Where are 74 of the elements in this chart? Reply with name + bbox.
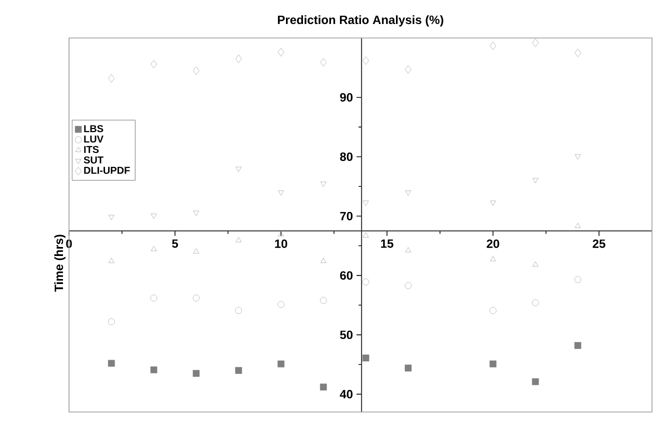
point	[108, 360, 115, 367]
point	[150, 294, 158, 302]
point	[574, 48, 581, 58]
point	[235, 307, 242, 314]
point	[108, 318, 115, 326]
point	[490, 360, 496, 368]
point	[404, 364, 412, 372]
point	[490, 256, 496, 262]
point	[532, 38, 539, 47]
point	[278, 190, 284, 196]
point	[150, 214, 157, 219]
legend-label: SUT	[84, 156, 104, 164]
x-tick-label: 25	[592, 239, 606, 248]
y-tick-label: 80	[340, 152, 353, 161]
y-tick-label: 70	[340, 212, 353, 220]
point	[150, 366, 158, 374]
point	[278, 301, 284, 308]
point	[362, 56, 369, 65]
point	[532, 261, 538, 267]
point	[108, 258, 114, 264]
y-axis-title: Time (hrs)	[54, 234, 66, 292]
y-tick-label: 40	[340, 390, 353, 398]
point	[362, 354, 370, 362]
y-tick-label: 60	[340, 271, 353, 280]
point	[235, 54, 242, 63]
point	[362, 200, 369, 206]
point	[404, 282, 412, 289]
point	[150, 246, 157, 252]
point	[362, 278, 370, 286]
point	[192, 294, 200, 302]
point	[192, 370, 200, 377]
point	[193, 66, 200, 75]
point	[320, 182, 326, 187]
legend-label: ITS	[84, 146, 99, 154]
point	[490, 200, 496, 206]
x-tick-label: 0	[66, 239, 72, 248]
point	[320, 296, 327, 304]
point	[278, 231, 284, 236]
y-tick-label: 50	[340, 330, 353, 340]
point	[574, 154, 581, 160]
point	[278, 48, 284, 56]
y-tick-label: 90	[340, 93, 353, 102]
point	[236, 166, 242, 172]
x-tick-label: 10	[275, 239, 288, 248]
point	[490, 42, 496, 50]
point	[320, 384, 327, 390]
point	[193, 210, 200, 216]
legend-label: DLI-UPDF	[84, 166, 130, 174]
legend-label: LBS	[84, 125, 104, 132]
point	[235, 367, 242, 374]
point	[405, 65, 412, 74]
point	[405, 190, 412, 196]
point	[193, 248, 200, 254]
point	[532, 299, 539, 306]
point	[405, 247, 412, 252]
x-tick-label: 5	[172, 239, 178, 248]
point	[278, 360, 284, 368]
point	[574, 222, 581, 228]
x-tick-label: 20	[486, 239, 500, 248]
point	[490, 307, 496, 314]
point	[320, 58, 327, 67]
point	[574, 342, 582, 349]
point	[574, 276, 582, 284]
x-tick-label: 15	[381, 239, 394, 248]
point	[532, 378, 539, 386]
point	[532, 178, 538, 184]
point	[108, 74, 115, 83]
point	[362, 232, 369, 238]
chart-title: Prediction Ratio Analysis (%)	[278, 15, 444, 26]
point	[150, 60, 158, 68]
legend-label: LUV	[84, 136, 104, 143]
point	[320, 258, 326, 264]
point	[108, 214, 114, 220]
point	[236, 237, 242, 242]
